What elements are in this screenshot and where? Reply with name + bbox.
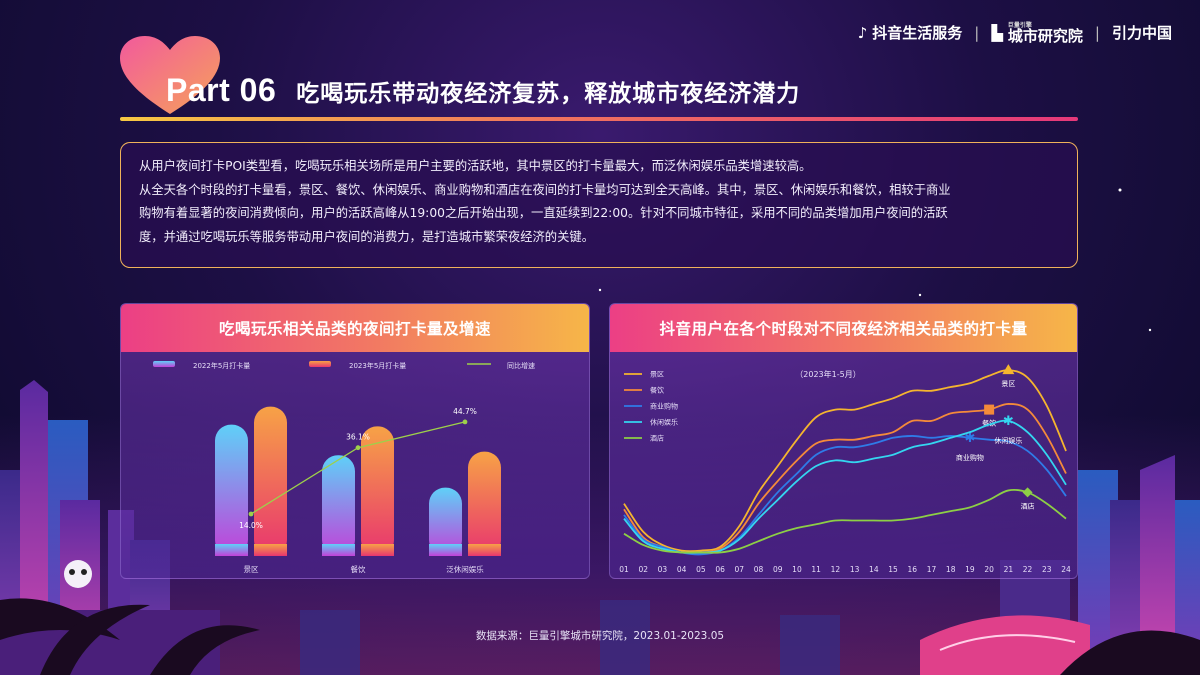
x-tick-label: 02 (638, 565, 648, 574)
bar-base (215, 544, 248, 556)
summary-line: 从全天各个时段的打卡量看，景区、餐饮、休闲娱乐、商业购物和酒店在夜间的打卡量均可… (139, 182, 951, 197)
line-chart: （2023年1-5月） 01 02 03 04 05 06 07 08 09 10 11 12 13 14 1… (619, 364, 1071, 574)
x-tick-label: 01 (619, 565, 629, 574)
brand-bar: ♪ 抖音生活服务 | ▙ 巨量引擎 城市研究院 | 引力中国 (858, 22, 1172, 45)
summary-line: 从用户夜间打卡POI类型看，吃喝玩乐相关场所是用户主要的活跃地，其中景区的打卡量… (139, 159, 812, 173)
bar-chart-panel: 吃喝玩乐相关品类的夜间打卡量及增速 2022年5月打卡量 2023年5月打卡量 同比… (120, 303, 590, 579)
x-tick-label: 24 (1061, 565, 1071, 574)
series-line (623, 369, 1067, 553)
x-tick-label: 23 (1042, 565, 1052, 574)
legend-swatch (153, 361, 175, 367)
x-tick-label: 18 (946, 565, 956, 574)
page-title: Part 06 吃喝玩乐带动夜经济复苏，释放城市夜经济潜力 (166, 72, 800, 109)
bar-base (254, 544, 287, 556)
building-icon: ▙ (991, 23, 1003, 42)
data-source-note: 数据来源：巨量引擎城市研究院，2023.01-2023.05 (475, 630, 725, 642)
series-marker: ✱ (1003, 414, 1014, 429)
growth-data-label: 36.1% (346, 433, 370, 442)
legend-label: 商业购物 (650, 402, 678, 411)
summary-line: 度，并通过吃喝玩乐等服务带动用户夜间的消费力，是打造城市繁荣夜经济的关键。 (139, 229, 594, 244)
x-tick-label: 07 (735, 565, 745, 574)
bar-base (322, 544, 355, 556)
bar (215, 424, 248, 556)
legend-label: 休闲娱乐 (650, 418, 678, 427)
legend-swatch (309, 361, 331, 367)
series-marker (1022, 487, 1033, 498)
yinli-logo: 引力中国 (1111, 24, 1172, 42)
heart-icon (120, 36, 220, 114)
douyin-logo: ♪ 抖音生活服务 (858, 22, 963, 43)
series-end-label: 商业购物 (956, 453, 984, 462)
x-tick-label: 17 (927, 565, 937, 574)
bar (429, 487, 462, 556)
x-tick-label: 泛休闲娱乐 (446, 564, 484, 574)
legend-label: 餐饮 (650, 386, 664, 395)
x-tick-label: 12 (831, 565, 841, 574)
line-chart-panel: 抖音用户在各个时段对不同夜经济相关品类的打卡量 （2023年1-5月） 01 02 0… (609, 303, 1078, 579)
series-end-label: 休闲娱乐 (994, 436, 1022, 445)
x-tick-label: 05 (696, 565, 706, 574)
line-chart-title: 抖音用户在各个时段对不同夜经济相关品类的打卡量 (610, 304, 1077, 352)
bar-base (429, 544, 462, 556)
legend-label: 酒店 (650, 434, 664, 443)
series-end-label: 餐饮 (982, 419, 996, 428)
summary-box: 从用户夜间打卡POI类型看，吃喝玩乐相关场所是用户主要的活跃地，其中景区的打卡量… (120, 142, 1078, 268)
summary-line: 购物有着显著的夜间消费倾向，用户的活跃高峰从19:00之后开始出现，一直延续到2… (139, 206, 948, 220)
x-tick-label: 16 (907, 565, 917, 574)
institute-small-text: 巨量引擎 (1007, 22, 1032, 29)
bar (254, 406, 287, 556)
x-tick-label: 10 (792, 565, 802, 574)
institute-text: 城市研究院 (1007, 27, 1083, 45)
x-tick-label: 03 (658, 565, 668, 574)
x-tick-label: 15 (888, 565, 898, 574)
series-line (623, 403, 1067, 554)
growth-point (355, 445, 361, 451)
growth-data-label: 14.0% (239, 521, 263, 530)
bar (322, 455, 355, 556)
x-tick-label: 04 (677, 565, 687, 574)
series-marker: ✱ (964, 431, 975, 446)
series-line (623, 435, 1067, 556)
x-tick-label: 景区 (244, 565, 259, 574)
x-tick-label: 09 (773, 565, 783, 574)
x-tick-label: 11 (811, 565, 821, 574)
x-tick-label: 22 (1023, 565, 1033, 574)
x-tick-label: 20 (984, 565, 994, 574)
institute-logo: ▙ 巨量引擎 城市研究院 (991, 22, 1083, 45)
x-tick-label: 08 (754, 565, 764, 574)
legend-label: 2023年5月打卡量 (349, 361, 406, 370)
series-end-label: 景区 (1001, 380, 1015, 388)
brand-separator: | (974, 23, 980, 42)
legend-label: 景区 (650, 371, 664, 379)
growth-point (248, 511, 254, 517)
title-underline (120, 117, 1078, 121)
title-text: 吃喝玩乐带动夜经济复苏，释放城市夜经济潜力 (296, 81, 801, 107)
series-line (623, 488, 1067, 554)
x-tick-label: 19 (965, 565, 975, 574)
x-tick-label: 21 (1004, 565, 1014, 574)
douyin-note-icon: ♪ (857, 23, 868, 42)
series-end-label: 酒店 (1021, 501, 1035, 510)
x-tick-label: 餐饮 (351, 564, 366, 574)
legend-label: 2022年5月打卡量 (193, 361, 250, 370)
bar (468, 451, 501, 556)
series-marker (984, 404, 995, 415)
growth-point (462, 419, 468, 425)
brand-separator-2: | (1094, 23, 1100, 42)
douyin-brand-text: 抖音生活服务 (872, 24, 963, 42)
x-tick-label: 06 (715, 565, 725, 574)
x-tick-label: 13 (850, 565, 860, 574)
x-tick-label: 14 (869, 565, 879, 574)
bar-chart-title: 吃喝玩乐相关品类的夜间打卡量及增速 (121, 304, 589, 352)
line-chart-subtitle: （2023年1-5月） (795, 369, 860, 379)
bar (361, 426, 394, 556)
bar-base (361, 544, 394, 556)
series-marker (1002, 364, 1015, 375)
bar-base (468, 544, 501, 556)
part-number: Part 06 (166, 72, 277, 108)
legend-label: 同比增速 (507, 361, 535, 370)
growth-data-label: 44.7% (453, 407, 477, 416)
